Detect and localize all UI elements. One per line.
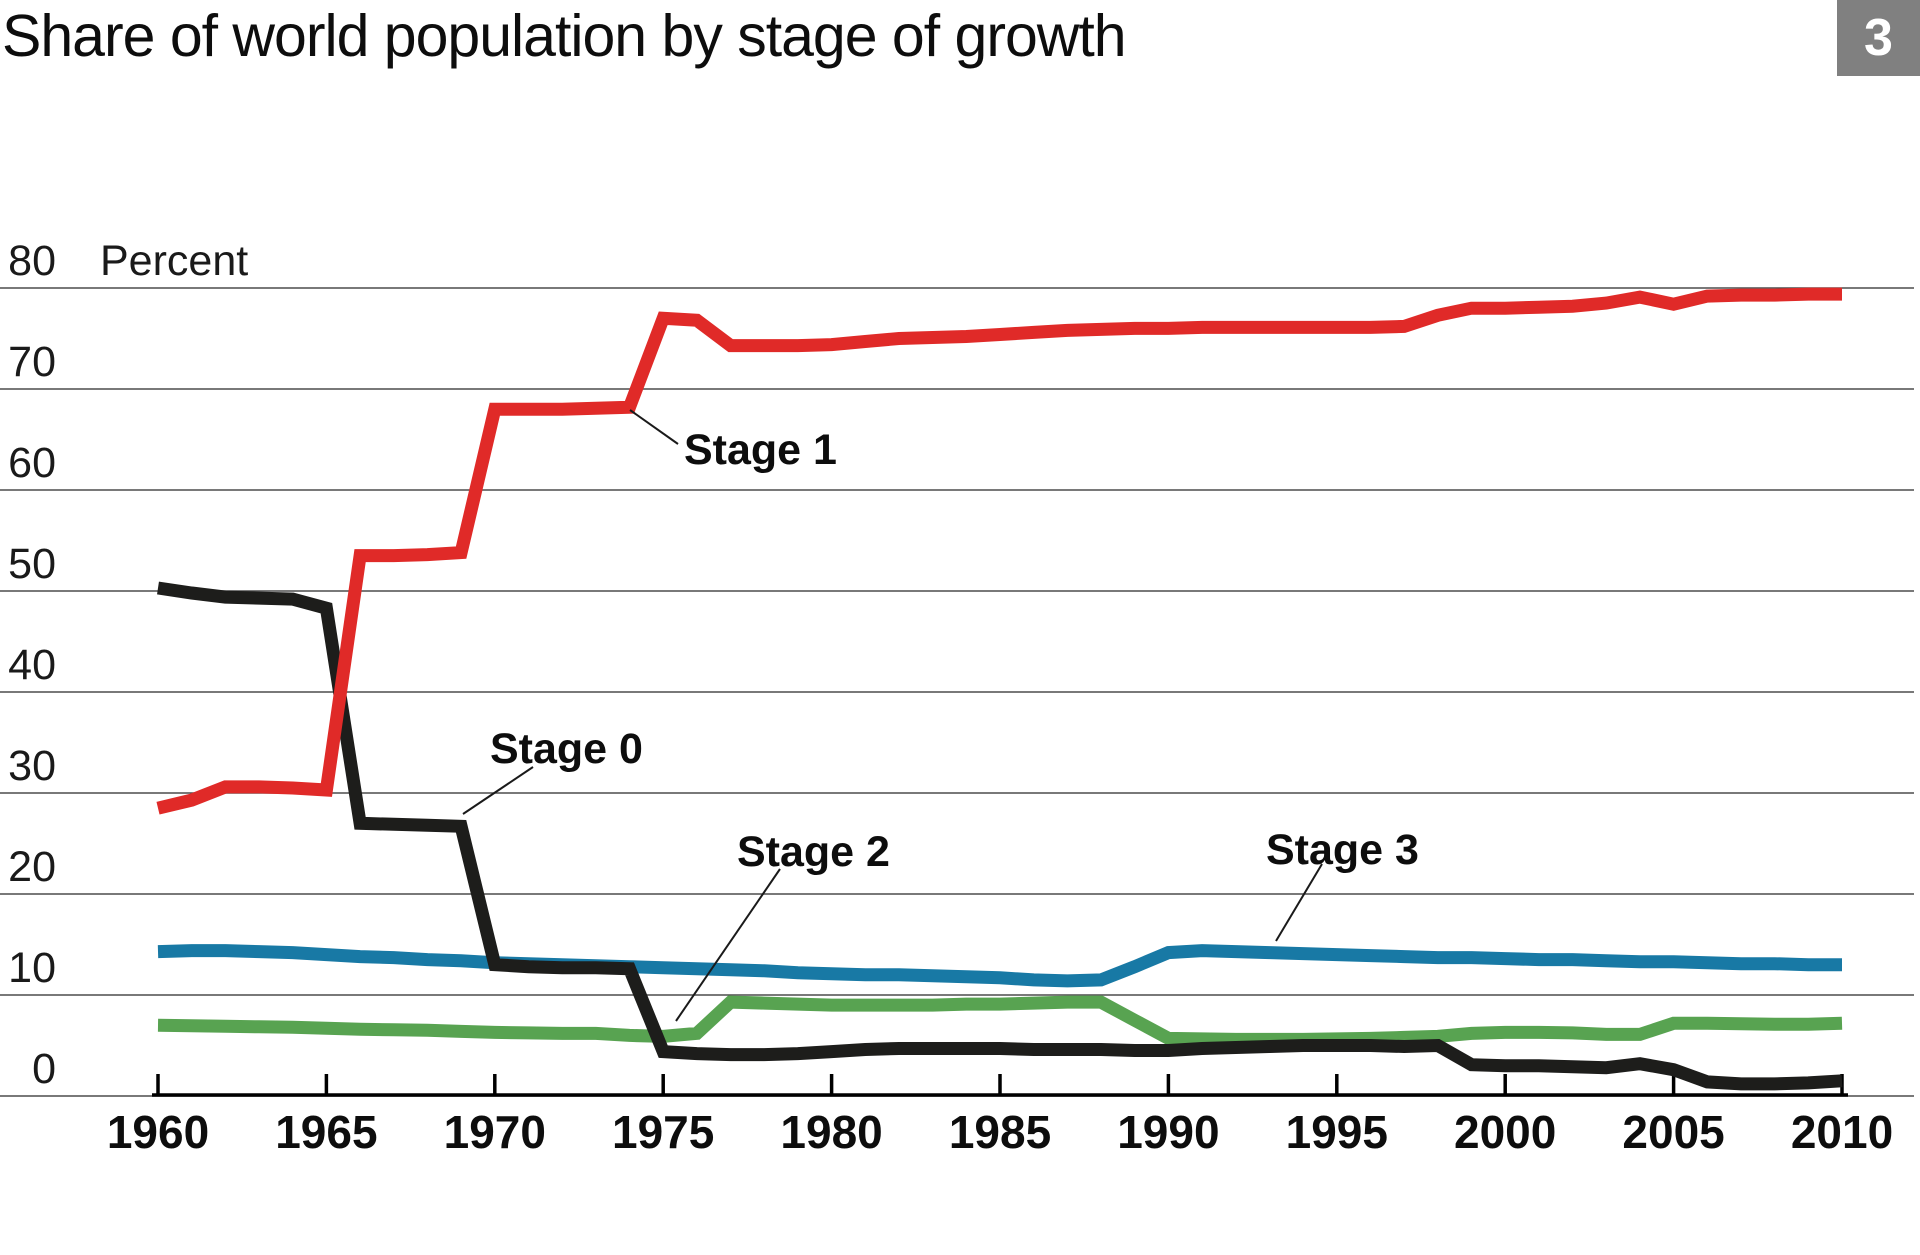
x-axis-label: 1990 (1117, 1106, 1219, 1158)
annotation-callout-line (675, 868, 781, 1022)
x-axis-label: 1995 (1286, 1106, 1388, 1158)
y-axis-label: 10 (8, 944, 56, 992)
x-axis-label: 1975 (612, 1106, 714, 1158)
y-axis-label: 50 (8, 540, 56, 588)
annotation-callout-line (629, 409, 679, 445)
y-axis-labels: 80 70 60 50 40 30 20 10 0 Percent (8, 237, 248, 1093)
x-axis-label: 2005 (1622, 1106, 1724, 1158)
y-axis-label: 70 (8, 338, 56, 386)
series-line-stage-3 (157, 944, 1842, 988)
annotation-label-stage-0: Stage 0 (490, 725, 643, 773)
y-axis-unit-label: Percent (100, 237, 248, 285)
y-axis-label: 80 (8, 237, 56, 285)
annotation-callout-line (1275, 863, 1323, 942)
chart-title: Share of world population by stage of gr… (2, 3, 1127, 69)
x-axis-label: 1970 (444, 1106, 546, 1158)
series-line-stage-0 (157, 581, 1843, 1091)
x-axis-ticks (156, 1074, 1844, 1094)
y-axis-label: 60 (8, 439, 56, 487)
series-line-stage-1 (156, 287, 1842, 815)
x-axis-label: 2000 (1454, 1106, 1556, 1158)
x-axis-label: 1980 (780, 1106, 882, 1158)
x-axis-label: 1960 (107, 1106, 209, 1158)
y-axis-label: 20 (8, 843, 56, 891)
x-axis-labels: 1960 1965 1970 1975 1980 1985 1990 1995 2000 2005… (107, 1106, 1893, 1158)
annotation-label-stage-2: Stage 2 (737, 828, 890, 876)
x-axis-label: 1985 (949, 1106, 1051, 1158)
y-axis-label: 30 (8, 742, 56, 790)
annotation-callout-line (462, 766, 534, 815)
y-axis-label: 0 (32, 1045, 56, 1093)
annotations: Stage 1 Stage 0 Stage 2 Stage 3 (462, 409, 1419, 1022)
series-line-stage-2 (157, 995, 1843, 1046)
annotation-label-stage-1: Stage 1 (684, 426, 837, 474)
series-lines (156, 287, 1843, 1091)
x-axis-label: 2010 (1791, 1106, 1893, 1158)
annotation-label-stage-3: Stage 3 (1266, 826, 1419, 874)
y-axis-label: 40 (8, 641, 56, 689)
x-axis-label: 1965 (275, 1106, 377, 1158)
figure-number-badge: 3 (1837, 0, 1920, 76)
